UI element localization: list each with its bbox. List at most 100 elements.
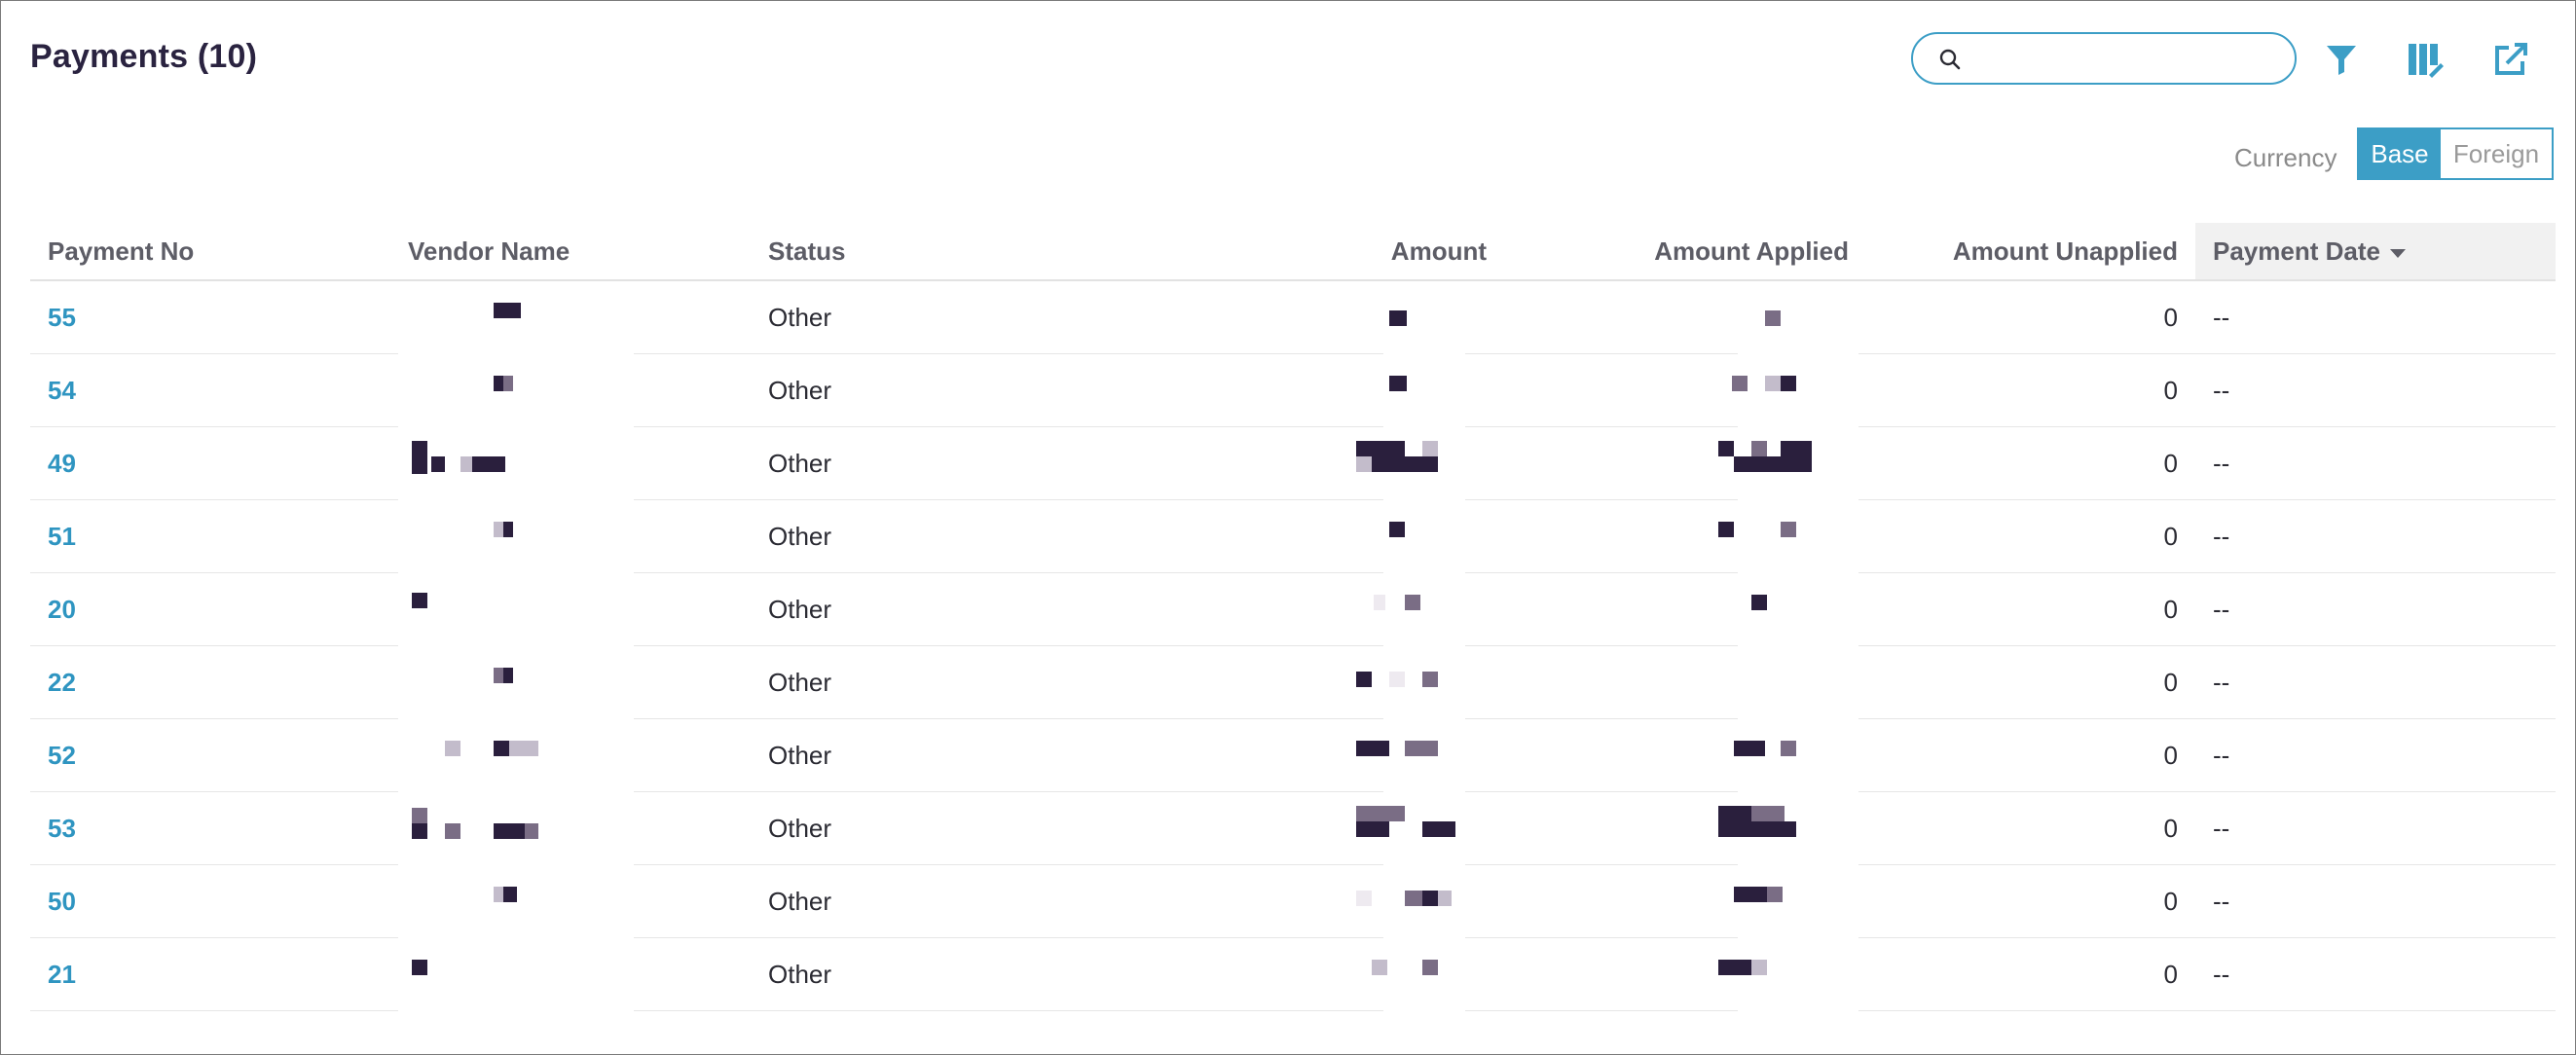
table-row[interactable]: 22 Other 0 -- [30,646,2556,719]
row-divider [1465,718,1738,719]
table-row[interactable]: 21 Other 0 -- [30,938,2556,1011]
payment-no-link[interactable]: 55 [48,303,76,332]
row-divider [1858,426,2556,427]
amount-applied-redacted [1718,281,1845,353]
table-row[interactable]: 50 Other 0 -- [30,865,2556,938]
payment-no-link[interactable]: 21 [48,960,76,989]
payment-no-link[interactable]: 52 [48,741,76,770]
status-cell: Other [768,449,832,478]
status-cell: Other [768,741,832,770]
row-divider [1465,353,1738,354]
row-divider [30,937,398,938]
table-row[interactable]: 20 Other 0 -- [30,573,2556,646]
table-row[interactable]: 55 Other 0 -- [30,281,2556,354]
amount-unapplied-cell: 0 [2163,960,2178,989]
row-divider [1858,645,2556,646]
currency-option-base[interactable]: Base [2359,129,2441,178]
row-divider [30,426,398,427]
status-cell: Other [768,887,832,916]
vendor-name-redacted [410,938,556,1010]
table-row[interactable]: 49 Other 0 -- [30,427,2556,500]
row-divider [1465,937,1738,938]
amount-applied-redacted [1718,865,1845,937]
column-header-amount-applied[interactable]: Amount Applied [1654,236,1849,266]
payment-no-link[interactable]: 22 [48,668,76,697]
row-divider [1465,499,1738,500]
row-divider [634,864,1383,865]
columns-button[interactable] [2406,40,2445,79]
currency-option-foreign[interactable]: Foreign [2441,129,2552,178]
amount-redacted [1356,792,1483,864]
row-divider [1858,1010,2556,1011]
table-row[interactable]: 53 Other 0 -- [30,792,2556,865]
row-divider [1465,1010,1738,1011]
row-divider [30,718,398,719]
amount-redacted [1356,938,1483,1010]
payment-no-link[interactable]: 50 [48,887,76,916]
amount-redacted [1356,719,1483,791]
payment-date-cell: -- [2213,668,2230,697]
amount-applied-redacted [1718,500,1845,572]
amount-redacted [1356,573,1483,645]
vendor-name-redacted [410,427,556,499]
vendor-name-redacted [410,281,556,353]
amount-unapplied-cell: 0 [2163,741,2178,770]
payment-no-link[interactable]: 54 [48,376,76,405]
table-row[interactable]: 54 Other 0 -- [30,354,2556,427]
filter-icon [2327,46,2356,75]
row-divider [30,1010,398,1011]
currency-toggle: Base Foreign [2357,127,2554,180]
status-cell: Other [768,376,832,405]
amount-applied-redacted [1718,792,1845,864]
row-divider [634,718,1383,719]
row-divider [1858,353,2556,354]
table-header: Payment No Vendor Name Status Amount Amo… [30,223,2556,281]
payment-no-link[interactable]: 51 [48,522,76,551]
search-box[interactable] [1911,32,2297,85]
row-divider [634,572,1383,573]
payment-no-link[interactable]: 20 [48,595,76,624]
payment-no-link[interactable]: 49 [48,449,76,478]
filter-button[interactable] [2322,40,2361,79]
row-divider [1465,572,1738,573]
amount-applied-redacted [1718,646,1845,718]
row-divider [30,791,398,792]
payment-date-cell: -- [2213,741,2230,770]
amount-applied-redacted [1718,427,1845,499]
row-divider [634,353,1383,354]
column-header-status[interactable]: Status [768,236,846,266]
row-divider [634,1010,1383,1011]
vendor-name-redacted [410,646,556,718]
row-divider [1858,791,2556,792]
row-divider [1858,499,2556,500]
column-header-payment-date[interactable]: Payment Date [2195,223,2556,279]
column-header-amount[interactable]: Amount [1390,236,1487,266]
export-icon [2495,43,2527,75]
status-cell: Other [768,595,832,624]
table-body: 55 Other 0 -- 54 Other 0 -- 49 Other 0 -- 51 Other 0 --… [30,281,2556,1011]
table-row[interactable]: 51 Other 0 -- [30,500,2556,573]
amount-unapplied-cell: 0 [2163,595,2178,624]
payment-no-link[interactable]: 53 [48,814,76,843]
payments-table: Payment No Vendor Name Status Amount Amo… [30,223,2556,1011]
row-divider [1858,937,2556,938]
column-header-payment-no[interactable]: Payment No [48,236,195,266]
payment-date-cell: -- [2213,595,2230,624]
payment-date-cell: -- [2213,376,2230,405]
amount-applied-redacted [1718,938,1845,1010]
vendor-name-redacted [410,354,556,426]
column-header-amount-unapplied[interactable]: Amount Unapplied [1952,236,2178,266]
table-row[interactable]: 52 Other 0 -- [30,719,2556,792]
export-button[interactable] [2491,40,2530,79]
payment-date-cell: -- [2213,303,2230,332]
status-cell: Other [768,522,832,551]
column-header-vendor-name[interactable]: Vendor Name [408,236,570,266]
amount-redacted [1356,281,1483,353]
search-input[interactable] [1973,42,2279,77]
payment-date-cell: -- [2213,449,2230,478]
vendor-name-redacted [410,500,556,572]
row-divider [30,572,398,573]
column-header-payment-date-label: Payment Date [2213,236,2380,266]
row-divider [30,645,398,646]
